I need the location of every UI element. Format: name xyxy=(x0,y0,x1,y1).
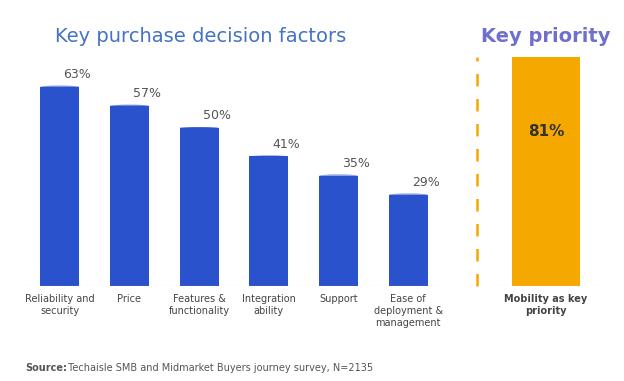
Text: Features &
functionality: Features & functionality xyxy=(168,294,230,316)
Text: 57%: 57% xyxy=(133,87,161,100)
Text: Support: Support xyxy=(319,294,358,304)
Bar xyxy=(319,176,358,286)
Bar xyxy=(512,29,580,286)
Bar xyxy=(110,106,149,286)
Wedge shape xyxy=(319,174,358,176)
Text: Integration
ability: Integration ability xyxy=(242,294,296,316)
Wedge shape xyxy=(110,105,149,106)
Text: 50%: 50% xyxy=(203,109,231,122)
Wedge shape xyxy=(180,127,218,128)
Text: 63%: 63% xyxy=(63,68,91,81)
Text: Key purchase decision factors: Key purchase decision factors xyxy=(55,27,346,46)
Wedge shape xyxy=(502,27,590,29)
Text: Ease of
deployment &
management: Ease of deployment & management xyxy=(374,294,443,328)
Bar xyxy=(250,157,288,286)
Text: 35%: 35% xyxy=(342,157,370,170)
Text: 29%: 29% xyxy=(412,176,439,189)
Text: Key priority: Key priority xyxy=(481,27,611,46)
Wedge shape xyxy=(512,27,580,29)
Text: 81%: 81% xyxy=(528,124,564,139)
Wedge shape xyxy=(389,194,427,195)
Text: 41%: 41% xyxy=(272,138,300,151)
Bar xyxy=(389,195,427,286)
Bar xyxy=(180,128,218,286)
Bar xyxy=(41,86,79,286)
Text: Mobility as key
priority: Mobility as key priority xyxy=(504,294,588,316)
Wedge shape xyxy=(250,155,288,157)
Text: Techaisle SMB and Midmarket Buyers journey survey, N=2135: Techaisle SMB and Midmarket Buyers journ… xyxy=(65,363,373,373)
Text: Source:: Source: xyxy=(25,363,67,373)
Text: Reliability and
security: Reliability and security xyxy=(25,294,95,316)
Text: Price: Price xyxy=(117,294,142,304)
